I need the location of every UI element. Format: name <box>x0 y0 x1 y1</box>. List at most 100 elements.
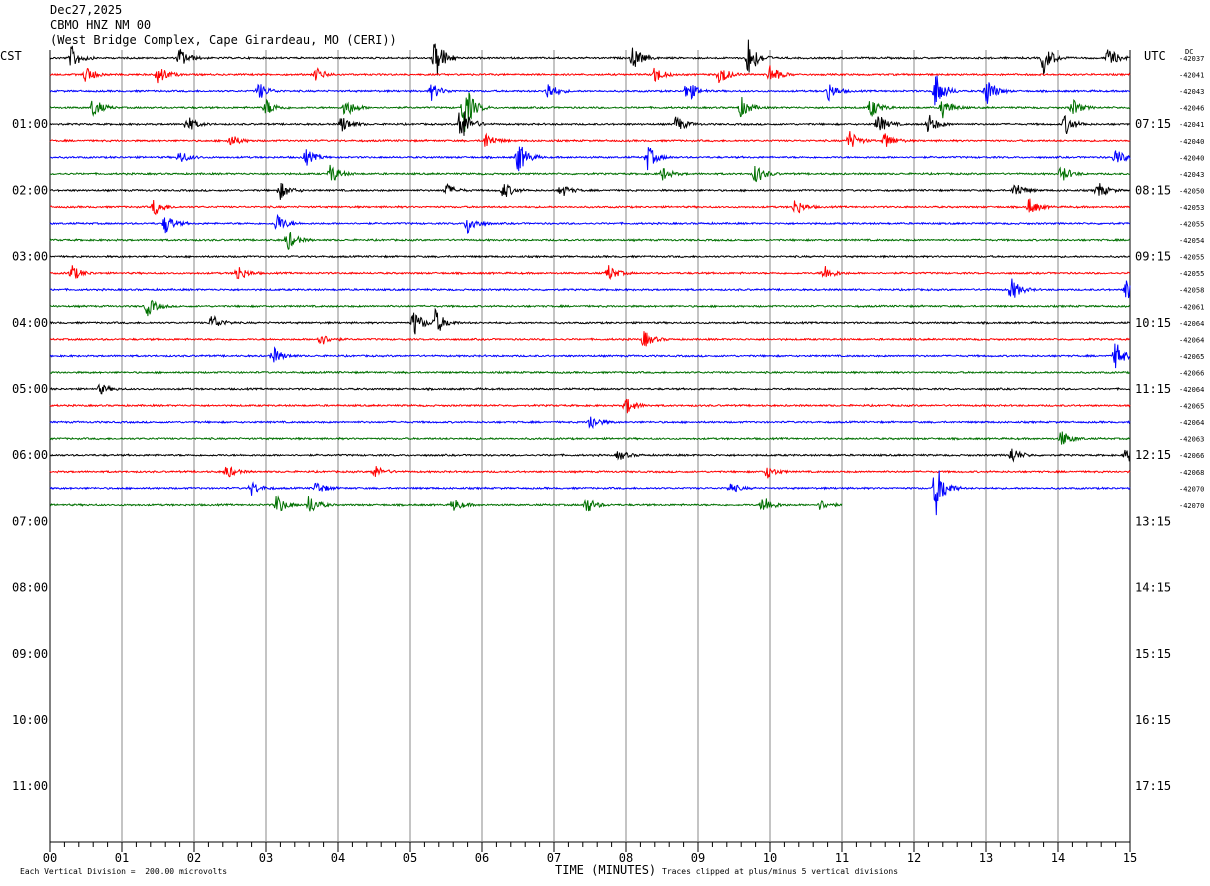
dc-label: DC <box>1185 48 1194 56</box>
trace-line <box>49 92 1131 132</box>
trace-line <box>49 164 1131 183</box>
trace-line <box>49 232 1131 250</box>
x-tick-label: 05 <box>403 851 417 865</box>
dc-offset-label: -42053 <box>1179 204 1204 212</box>
x-tick-label: 01 <box>115 851 129 865</box>
trace-line <box>49 466 1131 479</box>
dc-offset-label: -42066 <box>1179 369 1204 377</box>
header-station: CBMO HNZ NM 00 <box>50 18 152 32</box>
dc-offset-label: -42064 <box>1179 419 1204 427</box>
dc-offset-label: -42068 <box>1179 469 1204 477</box>
trace-line <box>49 265 1131 281</box>
trace-line <box>49 39 1131 76</box>
left-hour-label: 01:00 <box>12 117 48 131</box>
left-hour-label: 03:00 <box>12 250 48 264</box>
right-hour-label: 11:15 <box>1135 382 1171 396</box>
right-hour-label: 08:15 <box>1135 183 1171 197</box>
trace-line <box>50 343 1131 369</box>
right-hour-label: 10:15 <box>1135 316 1171 330</box>
dc-offset-label: -42065 <box>1179 353 1204 361</box>
left-hour-label: 04:00 <box>12 316 48 330</box>
dc-offset-label: -42043 <box>1179 171 1204 179</box>
x-tick-label: 12 <box>907 851 921 865</box>
left-hour-label: 06:00 <box>12 448 48 462</box>
x-tick-label: 07 <box>547 851 561 865</box>
trace-line <box>49 448 1131 463</box>
dc-offset-label: -42040 <box>1179 154 1204 162</box>
trace-line <box>49 254 1131 259</box>
dc-offset-label: -42055 <box>1179 221 1204 229</box>
left-hour-label: 05:00 <box>12 382 48 396</box>
left-hour-label: 11:00 <box>12 779 48 793</box>
trace-line <box>49 146 1131 172</box>
left-hour-label: 10:00 <box>12 713 48 727</box>
x-tick-label: 06 <box>475 851 489 865</box>
trace-line <box>49 299 1131 317</box>
trace-line <box>49 75 1131 106</box>
dc-offset-label: -42037 <box>1179 55 1204 63</box>
trace-line <box>49 470 1131 516</box>
dc-offset-label: -42064 <box>1179 386 1204 394</box>
right-hour-label: 17:15 <box>1135 779 1171 793</box>
right-hour-label: 07:15 <box>1135 117 1171 131</box>
trace-line <box>49 383 1131 395</box>
left-hour-label: 07:00 <box>12 514 48 528</box>
x-tick-label: 02 <box>187 851 201 865</box>
dc-offset-label: -42066 <box>1179 452 1204 460</box>
dc-offset-label: -42061 <box>1179 303 1204 311</box>
trace-line <box>49 495 843 512</box>
x-tick-label: 03 <box>259 851 273 865</box>
left-hour-label: 08:00 <box>12 581 48 595</box>
left-hour-label: 02:00 <box>12 183 48 197</box>
right-hour-label: 09:15 <box>1135 250 1171 264</box>
right-hour-label: 14:15 <box>1135 581 1171 595</box>
dc-offset-label: -42040 <box>1179 138 1204 146</box>
header-date: Dec27,2025 <box>50 3 123 17</box>
x-tick-label: 08 <box>619 851 633 865</box>
right-hour-label: 15:15 <box>1135 647 1171 661</box>
dc-offset-label: -42070 <box>1179 485 1204 493</box>
x-axis-title: TIME (MINUTES) <box>555 863 657 877</box>
dc-offset-label: -42064 <box>1179 336 1204 344</box>
trace-line <box>49 278 1131 299</box>
axis-left-label: CST <box>0 49 22 63</box>
x-tick-label: 04 <box>331 851 345 865</box>
header-location: (West Bridge Complex, Cape Girardeau, MO… <box>50 33 397 47</box>
trace-line <box>49 431 1131 445</box>
trace-line <box>49 131 1131 147</box>
dc-offset-label: -42046 <box>1179 105 1204 113</box>
dc-offset-label: -42055 <box>1179 270 1204 278</box>
x-tick-label: 15 <box>1123 851 1137 865</box>
dc-offset-label: -42070 <box>1179 502 1204 510</box>
dc-offset-label: -42055 <box>1179 254 1204 262</box>
dc-offset-label: -42041 <box>1179 72 1204 80</box>
right-hour-label: 13:15 <box>1135 514 1171 528</box>
trace-line <box>49 307 1131 335</box>
dc-offset-label: -42050 <box>1179 187 1204 195</box>
dc-offset-label: -42063 <box>1179 436 1204 444</box>
dc-offset-label: -42043 <box>1179 88 1204 96</box>
trace-line <box>49 416 1131 430</box>
x-tick-label: 00 <box>43 851 57 865</box>
scale-note: Each Vertical Division = 200.00 microvol… <box>20 867 228 876</box>
trace-line <box>49 198 1131 216</box>
dc-offset-label: -42058 <box>1179 287 1204 295</box>
trace-line <box>49 111 1131 136</box>
right-hour-label: 12:15 <box>1135 448 1171 462</box>
dc-offset-label: -42065 <box>1179 403 1204 411</box>
trace-line <box>49 213 1131 234</box>
trace-line <box>49 182 1131 200</box>
clip-note: Traces clipped at plus/minus 5 vertical … <box>662 867 899 876</box>
x-tick-label: 09 <box>691 851 705 865</box>
dc-offset-label: -42054 <box>1179 237 1204 245</box>
trace-line <box>49 370 1131 375</box>
trace-line <box>49 398 1131 414</box>
right-hour-label: 16:15 <box>1135 713 1171 727</box>
dc-offset-label: -42041 <box>1179 121 1204 129</box>
x-tick-label: 14 <box>1051 851 1065 865</box>
axis-right-label: UTC <box>1144 49 1166 63</box>
trace-line <box>49 331 1131 347</box>
x-tick-label: 10 <box>763 851 777 865</box>
trace-line <box>49 65 1131 84</box>
